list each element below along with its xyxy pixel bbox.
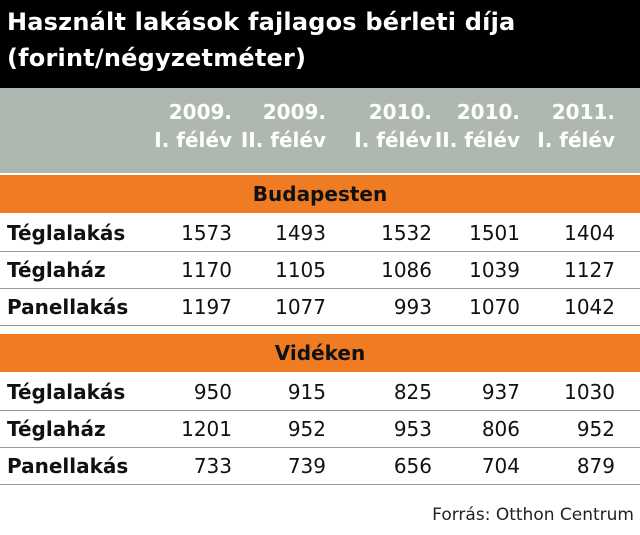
- table-cell: 1042: [564, 295, 615, 319]
- table-cell: 950: [193, 380, 232, 404]
- table-cell: 1077: [275, 295, 326, 319]
- table-cell: 1532: [381, 221, 432, 245]
- table-cell: 952: [287, 417, 326, 441]
- section-band: [0, 334, 640, 372]
- column-header: 2010. I. félév: [332, 98, 432, 154]
- table-cell: 1404: [564, 221, 615, 245]
- column-header: 2011. I. félév: [515, 98, 615, 154]
- section-label: Vidéken: [274, 341, 366, 365]
- row-separator: [0, 447, 640, 448]
- row-separator: [0, 484, 640, 485]
- table-cell: 733: [193, 454, 232, 478]
- table-cell: 704: [481, 454, 520, 478]
- row-label: Téglaház: [7, 417, 106, 441]
- column-header-band: [0, 88, 640, 173]
- column-header: 2009. I. félév: [132, 98, 232, 154]
- chart-subtitle-unit: (forint/négyzetméter): [7, 44, 307, 72]
- column-header-half: II. félév: [434, 128, 520, 152]
- table-cell: 952: [576, 417, 615, 441]
- table-cell: 993: [393, 295, 432, 319]
- title-band: Használt lakások fajlagos bérleti díja (…: [0, 0, 640, 88]
- column-header-year: 2009.: [168, 100, 232, 124]
- table-cell: 1127: [564, 258, 615, 282]
- column-header-year: 2011.: [551, 100, 615, 124]
- table-cell: 953: [393, 417, 432, 441]
- row-separator: [0, 410, 640, 411]
- table-cell: 1197: [181, 295, 232, 319]
- table-cell: 825: [393, 380, 432, 404]
- table-cell: 915: [287, 380, 326, 404]
- table-cell: 806: [481, 417, 520, 441]
- row-separator: [0, 251, 640, 252]
- section-label: Budapesten: [252, 182, 388, 206]
- column-header-half: I. félév: [537, 128, 615, 152]
- table-cell: 879: [576, 454, 615, 478]
- table-cell: 937: [481, 380, 520, 404]
- column-header-half: II. félév: [240, 128, 326, 152]
- row-label: Téglalakás: [7, 221, 126, 245]
- column-header: 2009. II. félév: [226, 98, 326, 154]
- table-cell: 1070: [469, 295, 520, 319]
- source-note: Forrás: Otthon Centrum: [432, 505, 634, 525]
- table-cell: 1105: [275, 258, 326, 282]
- row-separator: [0, 325, 640, 326]
- column-header: 2010. II. félév: [420, 98, 520, 154]
- section-band: [0, 175, 640, 213]
- column-header-half: I. félév: [154, 128, 232, 152]
- table-cell: 1030: [564, 380, 615, 404]
- row-label: Téglalakás: [7, 380, 126, 404]
- table-cell: 1086: [381, 258, 432, 282]
- row-label: Panellakás: [7, 454, 129, 478]
- table-cell: 1170: [181, 258, 232, 282]
- column-header-year: 2010.: [456, 100, 520, 124]
- row-separator: [0, 288, 640, 289]
- table-cell: 739: [287, 454, 326, 478]
- table-cell: 1501: [469, 221, 520, 245]
- table-cell: 1573: [181, 221, 232, 245]
- column-header-half: I. félév: [354, 128, 432, 152]
- column-header-year: 2009.: [262, 100, 326, 124]
- row-label: Panellakás: [7, 295, 129, 319]
- row-label: Téglaház: [7, 258, 106, 282]
- table-cell: 1039: [469, 258, 520, 282]
- chart-title: Használt lakások fajlagos bérleti díja: [7, 8, 516, 36]
- table-cell: 1201: [181, 417, 232, 441]
- table-cell: 1493: [275, 221, 326, 245]
- column-header-year: 2010.: [368, 100, 432, 124]
- table-cell: 656: [393, 454, 432, 478]
